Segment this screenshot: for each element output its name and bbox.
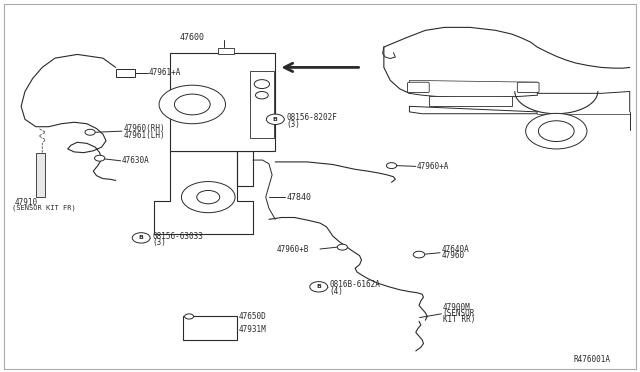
Text: 47961+A: 47961+A	[149, 68, 181, 77]
Text: 47960+A: 47960+A	[417, 162, 449, 171]
FancyBboxPatch shape	[408, 82, 429, 93]
Text: (SENSOR KIT FR): (SENSOR KIT FR)	[12, 205, 76, 212]
Text: B: B	[139, 235, 143, 240]
FancyBboxPatch shape	[182, 316, 237, 340]
Circle shape	[132, 233, 150, 243]
FancyBboxPatch shape	[116, 69, 135, 77]
Text: 47900M: 47900M	[443, 303, 470, 312]
Text: 47960+B: 47960+B	[276, 244, 309, 253]
Text: B: B	[273, 117, 278, 122]
Circle shape	[159, 85, 225, 124]
Text: KIT RR): KIT RR)	[443, 315, 475, 324]
Text: 47630A: 47630A	[122, 156, 150, 165]
Text: 47960: 47960	[442, 251, 465, 260]
Circle shape	[538, 121, 574, 141]
Circle shape	[255, 92, 268, 99]
Circle shape	[525, 113, 587, 149]
Text: 47600: 47600	[179, 33, 205, 42]
Text: 47840: 47840	[286, 193, 311, 202]
FancyBboxPatch shape	[170, 52, 275, 151]
Text: (3): (3)	[286, 120, 300, 129]
Circle shape	[95, 155, 105, 161]
Text: 47640A: 47640A	[442, 245, 469, 254]
Circle shape	[337, 244, 348, 250]
Text: B: B	[316, 284, 321, 289]
FancyBboxPatch shape	[36, 153, 45, 197]
Text: (3): (3)	[152, 238, 166, 247]
Text: 47910: 47910	[15, 198, 38, 207]
FancyBboxPatch shape	[218, 48, 234, 54]
Circle shape	[387, 163, 397, 169]
Text: (SENSOR: (SENSOR	[443, 309, 475, 318]
Text: 0816B-6162A: 0816B-6162A	[330, 280, 380, 289]
Text: 47961(LH): 47961(LH)	[124, 131, 165, 141]
Circle shape	[254, 80, 269, 89]
Circle shape	[174, 94, 210, 115]
Text: 47960(RH): 47960(RH)	[124, 124, 165, 133]
Circle shape	[184, 314, 193, 319]
Circle shape	[310, 282, 328, 292]
FancyBboxPatch shape	[250, 71, 274, 138]
Text: R476001A: R476001A	[573, 355, 611, 364]
FancyBboxPatch shape	[429, 96, 511, 106]
FancyBboxPatch shape	[4, 4, 636, 369]
Circle shape	[196, 190, 220, 204]
Text: 47931M: 47931M	[238, 325, 266, 334]
Circle shape	[266, 114, 284, 125]
FancyBboxPatch shape	[517, 82, 539, 93]
Text: (4): (4)	[330, 287, 344, 296]
Circle shape	[413, 251, 425, 258]
Circle shape	[85, 129, 95, 135]
Text: 08156-8202F: 08156-8202F	[286, 113, 337, 122]
Text: 08156-63033: 08156-63033	[152, 231, 203, 241]
Text: 47650D: 47650D	[238, 312, 266, 321]
Circle shape	[181, 182, 235, 213]
